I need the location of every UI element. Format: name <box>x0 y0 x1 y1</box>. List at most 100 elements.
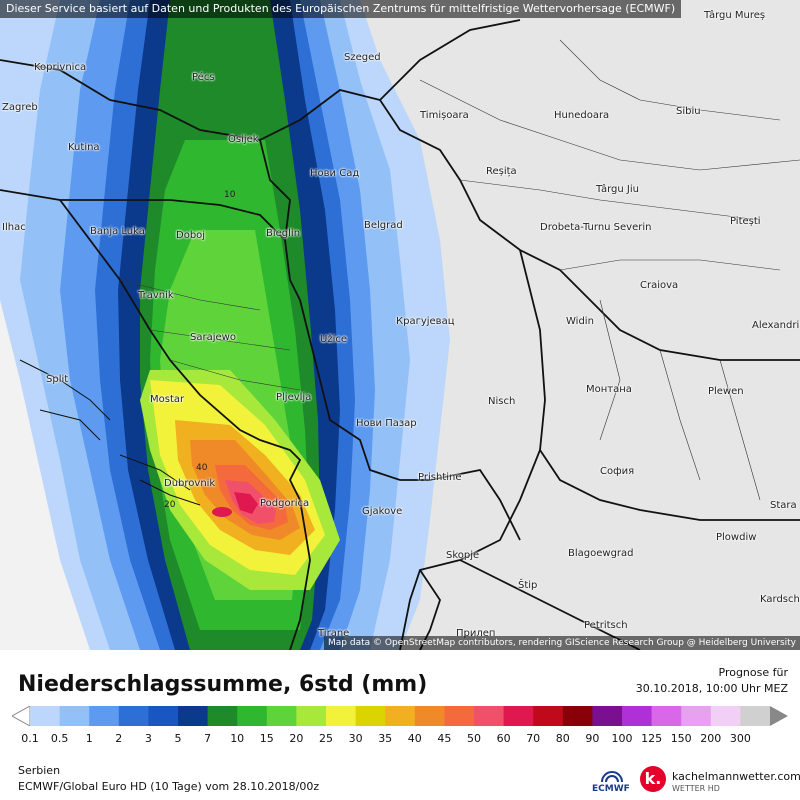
scale-swatch <box>30 706 61 726</box>
scale-swatch <box>266 706 297 726</box>
scale-tick-label: 45 <box>437 732 452 745</box>
city-label: Pitești <box>730 216 761 227</box>
kachelmann-logo[interactable]: k. <box>640 766 666 792</box>
scale-tick-label: 10 <box>230 732 245 745</box>
scale-swatch <box>59 706 90 726</box>
city-label: Užice <box>320 334 347 345</box>
scale-swatch <box>474 706 505 726</box>
city-label: Zagreb <box>2 102 38 113</box>
city-label: Osijek <box>228 134 259 145</box>
city-label: Petritsch <box>584 620 628 631</box>
model-run-label: ECMWF/Global Euro HD (10 Tage) vom 28.10… <box>18 780 320 793</box>
city-label: Tirane <box>318 628 350 639</box>
scale-swatch <box>414 706 445 726</box>
scale-tick-label: 200 <box>700 732 722 745</box>
scale-swatch <box>562 706 593 726</box>
brand-subtitle: WETTER HD <box>672 784 720 793</box>
scale-arrow-high <box>770 706 788 726</box>
scale-swatch <box>118 706 149 726</box>
city-label: Banja Luka <box>90 226 145 237</box>
scale-tick-label: 15 <box>259 732 274 745</box>
city-label: Travnik <box>138 290 174 301</box>
city-label: Belgrad <box>364 220 403 231</box>
city-label: Stara <box>770 500 797 511</box>
scale-tick-label: 100 <box>611 732 633 745</box>
scale-tick-label: 1 <box>85 732 93 745</box>
city-label: Pljevlja <box>276 392 312 403</box>
contour-label: 20 <box>164 500 176 510</box>
scale-tick-label: 5 <box>174 732 182 745</box>
scale-tick-label: 30 <box>348 732 363 745</box>
ecmwf-logo <box>601 771 623 783</box>
scale-tick-label: 80 <box>555 732 570 745</box>
city-label: Plowdiw <box>716 532 757 543</box>
precipitation-map[interactable]: Dieser Service basiert auf Daten und Pro… <box>0 0 800 650</box>
scale-tick-label: 50 <box>467 732 481 745</box>
city-label: Prishtine <box>418 472 462 483</box>
city-label: Koprivnica <box>34 62 87 73</box>
city-label: Craiova <box>640 280 679 291</box>
scale-swatch <box>385 706 416 726</box>
contour-label: 10 <box>224 190 236 200</box>
city-label: Reșița <box>486 166 517 177</box>
city-label: Târgu Mureș <box>704 10 766 21</box>
city-label: Bieglin <box>266 228 301 239</box>
map-canvas <box>0 0 800 650</box>
city-label: Ilhac <box>2 222 26 233</box>
city-label: София <box>600 466 635 477</box>
scale-swatch <box>207 706 238 726</box>
scale-tick-label: 70 <box>526 732 541 745</box>
city-label: Прилеп <box>456 628 496 639</box>
city-label: Štip <box>518 580 538 591</box>
scale-swatch <box>533 706 564 726</box>
contour-label: 40 <box>196 463 208 473</box>
city-label: Timișoara <box>420 110 469 121</box>
forecast-label: Prognose für <box>718 666 789 679</box>
color-scale-ticks: 0.1 0.5 1 2 3 5 7 10 15 20 25 30 35 40 45 50 60 70 80 90 100… <box>0 732 800 746</box>
city-label: Sarajewo <box>190 332 236 343</box>
city-label: Târgu Jiu <box>596 184 639 195</box>
scale-tick-label: 40 <box>407 732 422 745</box>
city-label: Doboj <box>176 230 206 241</box>
color-scale-bar <box>12 706 788 726</box>
scale-arrow-low <box>12 706 31 726</box>
city-label: Hunedoara <box>554 110 610 121</box>
page-title: Niederschlagssumme, 6std (mm) <box>18 672 428 697</box>
scale-swatch <box>740 706 771 726</box>
map-attribution: Map data © OpenStreetMap contributors, r… <box>324 636 800 650</box>
city-label: Skopje <box>446 550 480 561</box>
scale-tick-label: 0.1 <box>21 732 39 745</box>
ecmwf-label: ECMWF <box>592 784 630 794</box>
city-label: Mostar <box>150 394 185 405</box>
city-label: Gjakove <box>362 506 403 517</box>
city-label: Blagoewgrad <box>568 548 634 559</box>
city-label: Крагујевац <box>396 316 455 327</box>
city-label: Kutina <box>68 142 100 153</box>
scale-swatch <box>710 706 741 726</box>
scale-tick-label: 25 <box>319 732 333 745</box>
scale-swatch <box>237 706 268 726</box>
forecast-date: 30.10.2018, 10:00 Uhr MEZ <box>635 682 788 695</box>
scale-swatch <box>622 706 653 726</box>
ecmwf-notice: Dieser Service basiert auf Daten und Pro… <box>0 0 682 18</box>
scale-swatch <box>444 706 475 726</box>
scale-swatch <box>178 706 209 726</box>
city-label: Kardsch <box>760 594 800 605</box>
city-label: Нови Пазар <box>356 418 417 429</box>
scale-tick-label: 20 <box>289 732 304 745</box>
city-label: Nisch <box>488 396 516 407</box>
scale-tick-label: 3 <box>144 732 152 745</box>
city-label: Drobeta-Turnu Severin <box>540 222 652 233</box>
scale-swatch <box>681 706 712 726</box>
scale-tick-label: 7 <box>204 732 212 745</box>
scale-tick-label: 125 <box>641 732 663 745</box>
city-label: Plewen <box>708 386 744 397</box>
scale-tick-label: 150 <box>670 732 692 745</box>
city-label: Dubrovnik <box>164 478 216 489</box>
scale-swatch <box>592 706 623 726</box>
scale-tick-label: 2 <box>115 732 123 745</box>
city-label: Podgorica <box>260 498 310 509</box>
scale-swatch <box>651 706 682 726</box>
scale-swatch <box>148 706 179 726</box>
brand-name-link[interactable]: kachelmannwetter.com <box>672 770 800 783</box>
